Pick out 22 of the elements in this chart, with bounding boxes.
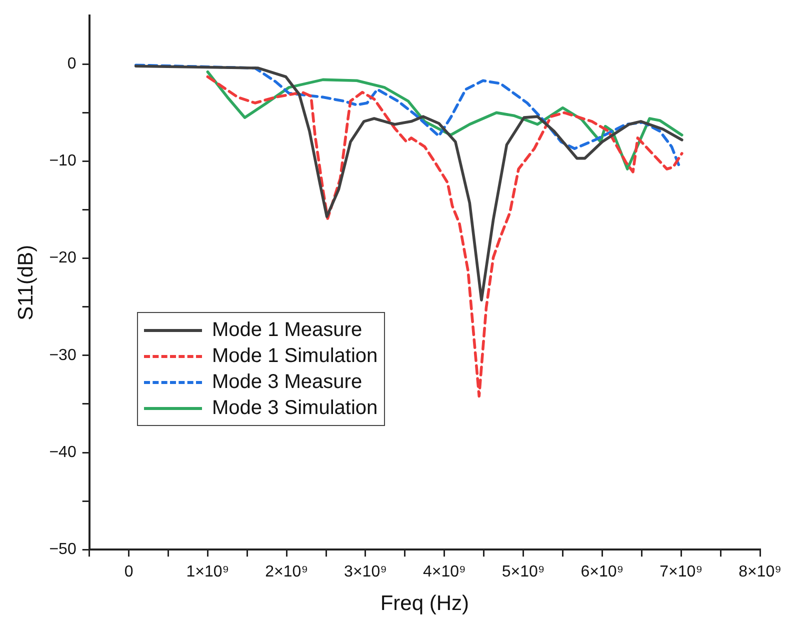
- x-tick-label: 5×10⁹: [502, 564, 545, 581]
- x-tick-label: 3×10⁹: [344, 564, 387, 581]
- y-tick-label: −10: [49, 152, 76, 170]
- x-tick-label: 7×10⁹: [660, 564, 703, 581]
- y-tick-label: −20: [49, 250, 76, 267]
- x-tick-label: 8×10⁹: [738, 564, 782, 581]
- legend-label: Mode 3 Measure: [212, 370, 362, 394]
- legend-label: Mode 1 Simulation: [212, 344, 378, 368]
- y-tick-label: 0: [67, 56, 76, 73]
- legend-label: Mode 3 Simulation: [212, 396, 378, 420]
- y-tick-label: −50: [49, 541, 76, 558]
- x-tick-label: 0: [124, 564, 134, 581]
- x-tick-label: 6×10⁹: [580, 564, 624, 581]
- y-axis-title: S11(dB): [14, 244, 38, 320]
- x-tick-label: 1×10⁹: [186, 564, 230, 581]
- x-tick-label: 2×10⁹: [265, 564, 308, 581]
- line-series: [206, 75, 684, 398]
- y-tick-label: −40: [49, 444, 76, 461]
- x-axis-title: Freq (Hz): [380, 592, 470, 616]
- y-tick-label: −30: [49, 346, 76, 364]
- x-tick-label: 4×10⁹: [422, 564, 466, 581]
- legend-label: Mode 1 Measure: [212, 318, 362, 342]
